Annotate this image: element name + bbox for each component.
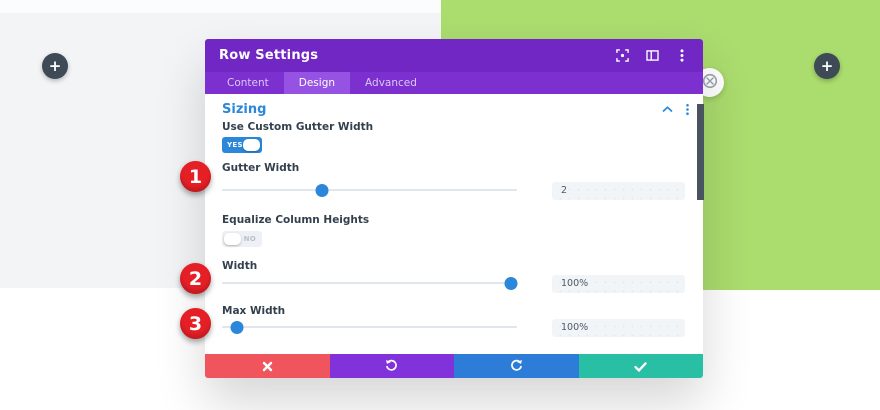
modal-header[interactable]: Row Settings: [205, 39, 703, 72]
max-width-value-input[interactable]: 100%: [552, 319, 685, 337]
toggle-knob: [224, 233, 241, 245]
toggle-no-label: NO: [243, 235, 256, 243]
section-kebab-icon[interactable]: [686, 103, 689, 115]
expand-icon[interactable]: [615, 49, 629, 63]
width-label: Width: [222, 260, 258, 272]
max-width-row: 100%: [222, 317, 685, 337]
modal-title: Row Settings: [219, 48, 319, 63]
max-width-label: Max Width: [222, 305, 286, 317]
tab-advanced[interactable]: Advanced: [365, 77, 417, 89]
tab-design[interactable]: Design: [283, 72, 351, 94]
modal-body: Sizing Use Custom Gutter Width YES Gutte…: [205, 94, 703, 354]
tab-bar: Content Design Advanced: [205, 72, 703, 94]
section-title: Sizing: [222, 101, 267, 117]
chevron-up-icon[interactable]: [662, 105, 673, 113]
redo-button[interactable]: [454, 354, 579, 378]
close-icon: [262, 357, 273, 376]
width-slider-track[interactable]: [222, 276, 518, 290]
shutter-icon: [702, 73, 718, 93]
annotation-badge-1: 1: [180, 161, 211, 192]
equalize-column-heights-toggle[interactable]: NO: [222, 231, 262, 247]
toggle-knob: [243, 139, 260, 151]
add-section-button-left[interactable]: +: [42, 53, 68, 79]
use-custom-gutter-width-label: Use Custom Gutter Width: [222, 121, 374, 133]
cancel-button[interactable]: [205, 354, 330, 378]
undo-icon: [385, 357, 398, 376]
gutter-width-slider-track[interactable]: [222, 183, 517, 197]
annotation-number: 2: [188, 267, 203, 290]
width-row: 100%: [222, 273, 685, 293]
save-button[interactable]: [578, 354, 703, 378]
check-icon: [634, 357, 647, 376]
width-slider-knob[interactable]: [504, 276, 518, 290]
gutter-width-value-input[interactable]: 2: [552, 182, 685, 200]
sizing-section-header[interactable]: Sizing: [222, 99, 689, 119]
redo-icon: [510, 357, 523, 376]
equalize-column-heights-label: Equalize Column Heights: [222, 214, 370, 226]
gutter-width-slider-knob[interactable]: [315, 183, 329, 197]
add-section-button-right[interactable]: +: [814, 53, 840, 79]
modal-footer: [205, 354, 703, 378]
annotation-number: 3: [188, 312, 203, 335]
modal-scrollbar[interactable]: [697, 104, 704, 200]
width-value-input[interactable]: 100%: [552, 275, 685, 293]
split-view-icon[interactable]: [645, 49, 659, 63]
gutter-width-row: 2: [222, 180, 685, 200]
max-width-slider-knob[interactable]: [230, 320, 244, 334]
plus-icon: +: [820, 56, 834, 75]
plus-icon: +: [48, 56, 62, 75]
kebab-menu-icon[interactable]: [675, 49, 689, 63]
annotation-badge-3: 3: [180, 308, 211, 339]
tab-content[interactable]: Content: [227, 77, 269, 89]
undo-button[interactable]: [329, 354, 454, 378]
gutter-width-label: Gutter Width: [222, 162, 300, 174]
row-settings-modal: Row Settings Content Design Advanced Siz…: [205, 39, 703, 378]
toggle-yes-label: YES: [227, 141, 243, 149]
background-top-strip: [0, 0, 441, 13]
max-width-slider-track[interactable]: [222, 320, 517, 334]
annotation-badge-2: 2: [180, 263, 211, 294]
annotation-number: 1: [188, 165, 203, 188]
use-custom-gutter-width-toggle[interactable]: YES: [222, 137, 262, 153]
